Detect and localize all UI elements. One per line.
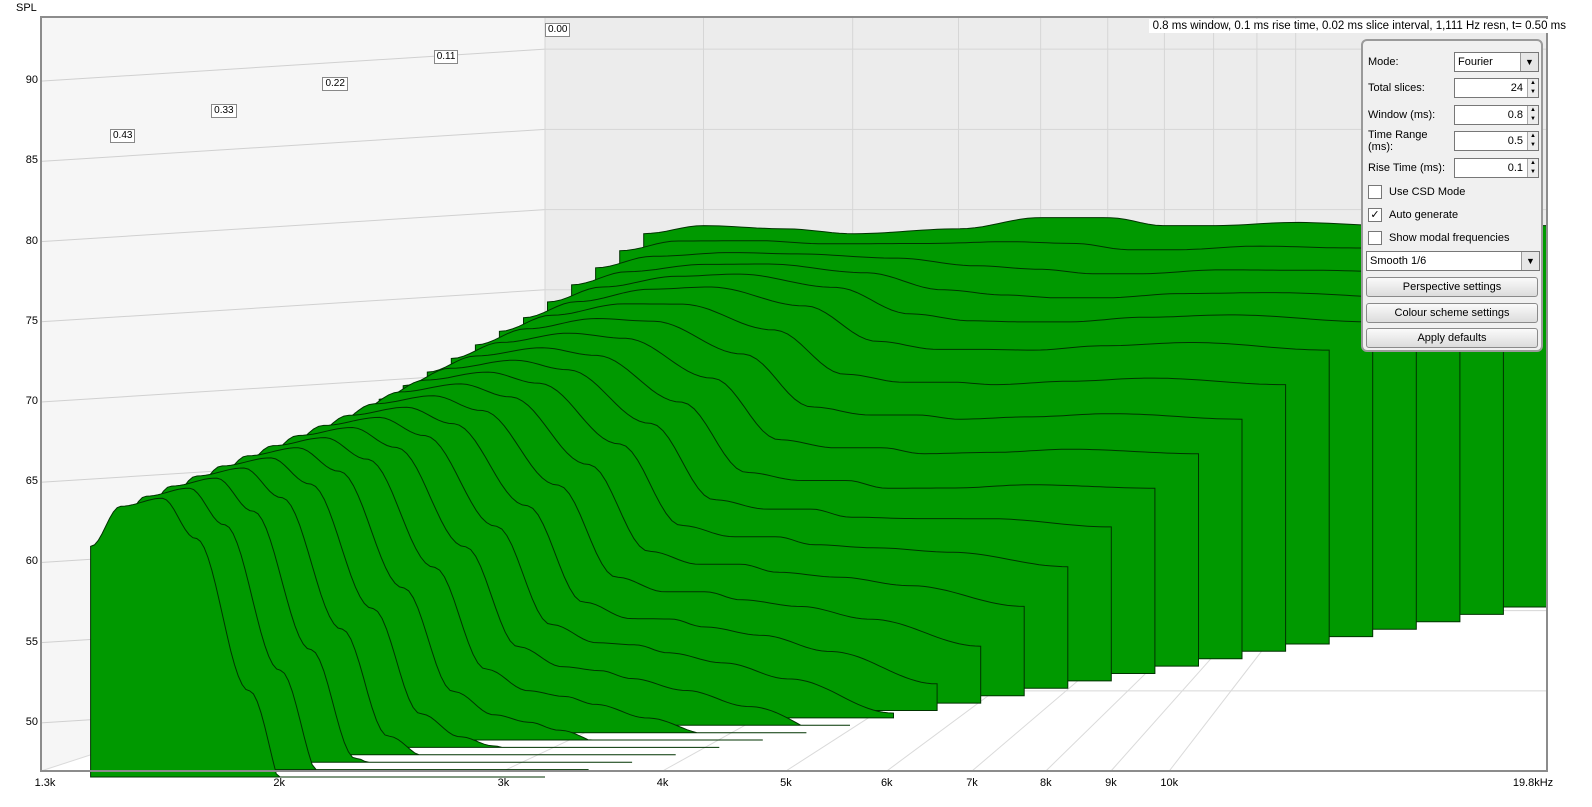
window-stepper[interactable]: 0.8 ▲ ▼ [1454, 105, 1539, 125]
spin-down-icon[interactable]: ▼ [1528, 168, 1538, 177]
spin-down-icon[interactable]: ▼ [1528, 115, 1538, 124]
spin-up-icon[interactable]: ▲ [1528, 79, 1538, 88]
y-tick-label: 55 [25, 635, 38, 648]
time-axis-label: 0.11 [433, 50, 459, 65]
spin-down-icon[interactable]: ▼ [1528, 141, 1538, 150]
window-row: Window (ms): [1368, 105, 1454, 125]
rise-time-value: 0.1 [1507, 162, 1523, 174]
slice-layer [90, 217, 1548, 778]
y-gridline [40, 128, 546, 162]
y-tick-label: 80 [25, 234, 38, 247]
show-modal-label: Show modal frequencies [1389, 232, 1510, 244]
apply-defaults-button[interactable]: Apply defaults [1366, 328, 1538, 348]
x-tick-label: 3k [497, 777, 510, 789]
y-gridline [40, 48, 546, 82]
spin-up-icon[interactable]: ▲ [1528, 132, 1538, 141]
perspective-settings-button[interactable]: Perspective settings [1366, 277, 1538, 297]
analysis-info: 0.8 ms window, 0.1 ms rise time, 0.02 ms… [1148, 19, 1570, 33]
waterfall-slice [90, 497, 545, 778]
x-tick-label: 10k [1160, 777, 1179, 789]
spin-up-icon[interactable]: ▲ [1528, 159, 1538, 168]
window-value: 0.8 [1507, 109, 1523, 121]
show-modal-checkbox[interactable]: Show modal frequencies [1368, 229, 1509, 247]
y-tick-label: 65 [25, 475, 38, 488]
time-axis-label: 0.33 [211, 104, 237, 119]
mode-select[interactable]: Fourier ▼ [1454, 52, 1539, 72]
time-range-row: Time Range (ms): [1368, 129, 1454, 153]
mode-value: Fourier [1458, 56, 1493, 68]
time-axis-label: 0.22 [322, 77, 348, 92]
x-tick-label: 2k [273, 777, 286, 789]
total-slices-stepper[interactable]: 24 ▲ ▼ [1454, 78, 1539, 98]
plot-frame [40, 16, 1548, 772]
y-tick-label: 85 [25, 154, 38, 167]
rise-time-label: Rise Time (ms): [1368, 162, 1445, 174]
y-gridline [40, 289, 546, 323]
time-axis-label: 0.00 [545, 23, 571, 37]
spin-down-icon[interactable]: ▼ [1528, 88, 1538, 97]
x-tick-label: 6k [880, 777, 893, 789]
x-tick-label: 8k [1040, 777, 1052, 789]
chevron-down-icon: ▼ [1521, 252, 1539, 270]
y-axis-label: SPL [16, 2, 37, 14]
use-csd-checkbox[interactable]: Use CSD Mode [1368, 183, 1465, 201]
time-axis-label: 0.43 [110, 129, 136, 143]
rise-time-row: Rise Time (ms): [1368, 158, 1454, 178]
auto-generate-checkbox[interactable]: ✓ Auto generate [1368, 206, 1458, 224]
x-tick-label: 4k [656, 777, 669, 789]
time-range-label: Time Range (ms): [1368, 129, 1428, 153]
rise-time-stepper[interactable]: 0.1 ▲ ▼ [1454, 158, 1539, 178]
chevron-down-icon: ▼ [1520, 53, 1538, 71]
x-tick-label: 9k [1105, 777, 1117, 789]
x-tick-label: 19.8kHz [1512, 777, 1554, 789]
total-slices-label: Total slices: [1368, 82, 1425, 94]
checkbox-box[interactable] [1368, 231, 1382, 245]
total-slices-row: Total slices: [1368, 78, 1454, 98]
total-slices-value: 24 [1510, 82, 1523, 94]
y-gridline [40, 209, 546, 243]
x-tick-label: 7k [966, 777, 978, 789]
time-range-stepper[interactable]: 0.5 ▲ ▼ [1454, 131, 1539, 151]
mode-label: Mode: [1368, 56, 1399, 68]
colour-scheme-settings-button[interactable]: Colour scheme settings [1366, 303, 1538, 323]
y-tick-label: 60 [25, 555, 38, 568]
window-label: Window (ms): [1368, 109, 1436, 121]
use-csd-label: Use CSD Mode [1389, 186, 1466, 198]
checkbox-box[interactable] [1368, 185, 1382, 199]
time-range-value: 0.5 [1507, 135, 1523, 147]
y-tick-label: 90 [25, 74, 38, 87]
y-tick-label: 70 [25, 395, 38, 408]
y-tick-label: 75 [25, 314, 38, 327]
y-tick-label: 50 [25, 715, 38, 728]
spin-up-icon[interactable]: ▲ [1528, 106, 1538, 115]
smoothing-select[interactable]: Smooth 1/6 ▼ [1366, 251, 1540, 271]
smoothing-value: Smooth 1/6 [1370, 255, 1427, 267]
mode-row: Mode: [1368, 52, 1454, 72]
auto-generate-label: Auto generate [1389, 209, 1459, 221]
checkmark-icon[interactable]: ✓ [1368, 208, 1382, 222]
x-tick-label: 5k [780, 777, 792, 789]
x-tick-label: 1.3k [34, 777, 56, 789]
waterfall-controls-panel: Mode: Fourier ▼ Total slices: 24 ▲ ▼ Wind… [1361, 39, 1543, 352]
